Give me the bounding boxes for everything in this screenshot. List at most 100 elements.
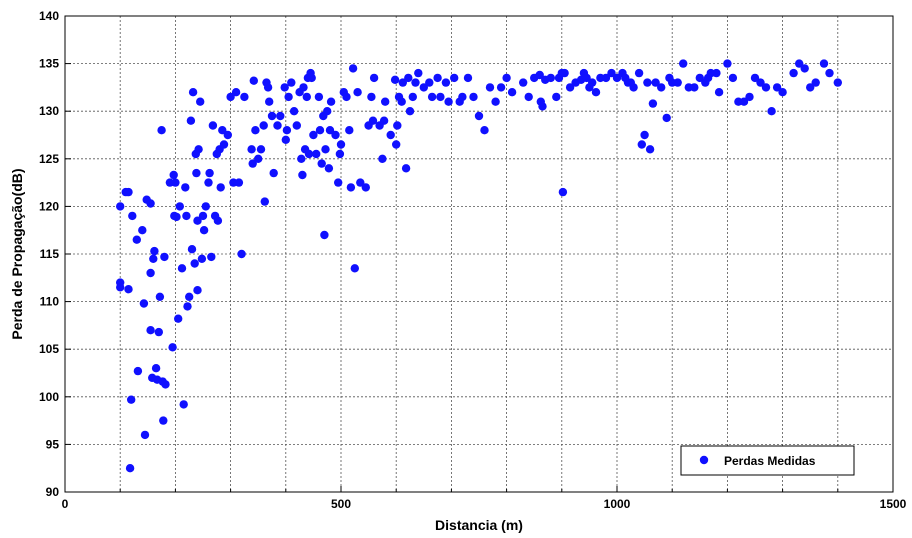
- data-point: [425, 78, 434, 87]
- data-point: [138, 226, 147, 235]
- data-point: [323, 107, 332, 116]
- data-point: [629, 83, 638, 92]
- data-point: [350, 264, 359, 273]
- data-point: [648, 99, 658, 108]
- y-tick-label: 125: [39, 152, 59, 166]
- data-point: [168, 343, 177, 352]
- data-point: [292, 121, 301, 130]
- data-point: [601, 73, 611, 83]
- data-point: [582, 73, 591, 83]
- data-point: [276, 111, 285, 121]
- y-tick-label: 110: [40, 295, 60, 309]
- data-point: [177, 264, 187, 273]
- data-point: [247, 145, 256, 154]
- data-point: [139, 299, 149, 308]
- data-point: [480, 126, 489, 135]
- data-point: [248, 159, 257, 168]
- data-point: [398, 78, 407, 87]
- data-point: [419, 83, 428, 92]
- data-point: [151, 364, 161, 373]
- y-tick-label: 135: [39, 57, 59, 71]
- data-point: [640, 130, 649, 140]
- data-point: [336, 140, 346, 149]
- data-point: [346, 183, 356, 192]
- data-point: [150, 246, 159, 256]
- data-point: [128, 211, 137, 221]
- data-point: [159, 416, 168, 425]
- data-point: [116, 202, 125, 211]
- data-point: [795, 59, 804, 68]
- data-point: [132, 235, 141, 244]
- data-point: [198, 211, 208, 221]
- data-point: [538, 102, 547, 111]
- data-point: [267, 111, 277, 121]
- data-point: [450, 73, 459, 83]
- data-point: [444, 97, 453, 106]
- data-point: [643, 78, 652, 87]
- data-point: [356, 178, 365, 187]
- data-point: [320, 230, 329, 240]
- data-point: [761, 83, 771, 92]
- data-point: [401, 164, 411, 173]
- data-point: [197, 254, 207, 263]
- data-point: [317, 159, 326, 168]
- data-point: [474, 111, 484, 121]
- y-tick-label: 140: [39, 9, 59, 23]
- data-point: [302, 92, 311, 102]
- data-point: [289, 107, 299, 116]
- data-point: [273, 121, 282, 130]
- data-point: [259, 121, 268, 130]
- data-point: [226, 92, 235, 102]
- data-point: [331, 130, 340, 140]
- data-point: [269, 168, 278, 178]
- data-point: [502, 73, 511, 83]
- data-points: [116, 59, 842, 473]
- y-tick-label: 100: [39, 390, 59, 404]
- y-tick-label: 115: [40, 247, 60, 261]
- data-point: [196, 97, 205, 106]
- data-point: [116, 283, 125, 292]
- data-point: [216, 183, 225, 192]
- data-point: [739, 97, 749, 106]
- data-point: [673, 78, 682, 87]
- data-point: [645, 145, 655, 154]
- data-point: [591, 88, 601, 97]
- data-point: [194, 145, 203, 154]
- data-point: [304, 149, 314, 159]
- legend-marker: [699, 455, 709, 465]
- data-point: [179, 400, 188, 409]
- data-point: [193, 286, 202, 295]
- data-point: [218, 126, 227, 135]
- data-point: [199, 226, 209, 235]
- data-point: [190, 259, 199, 268]
- data-point: [767, 107, 776, 116]
- data-point: [825, 68, 834, 78]
- data-point: [393, 121, 402, 130]
- data-point: [251, 126, 260, 135]
- data-point: [778, 88, 787, 97]
- data-point: [284, 92, 293, 102]
- data-point: [325, 126, 335, 135]
- data-point: [463, 73, 473, 83]
- data-point: [174, 314, 183, 323]
- x-tick-label: 1500: [880, 497, 907, 511]
- data-point: [404, 73, 413, 83]
- data-point: [263, 83, 273, 92]
- data-point: [712, 68, 721, 78]
- data-point: [334, 178, 343, 187]
- data-point: [213, 216, 223, 225]
- data-point: [361, 183, 370, 192]
- data-point: [392, 140, 401, 149]
- data-point: [326, 97, 336, 106]
- data-point: [379, 116, 389, 125]
- data-point: [441, 78, 451, 87]
- data-point: [756, 78, 765, 87]
- y-tick-label: 90: [46, 485, 60, 499]
- data-point: [219, 140, 229, 149]
- data-point: [146, 199, 155, 208]
- data-point: [124, 187, 133, 197]
- data-point: [546, 73, 555, 83]
- data-point: [146, 268, 155, 278]
- data-point: [309, 130, 318, 140]
- data-point: [231, 88, 241, 97]
